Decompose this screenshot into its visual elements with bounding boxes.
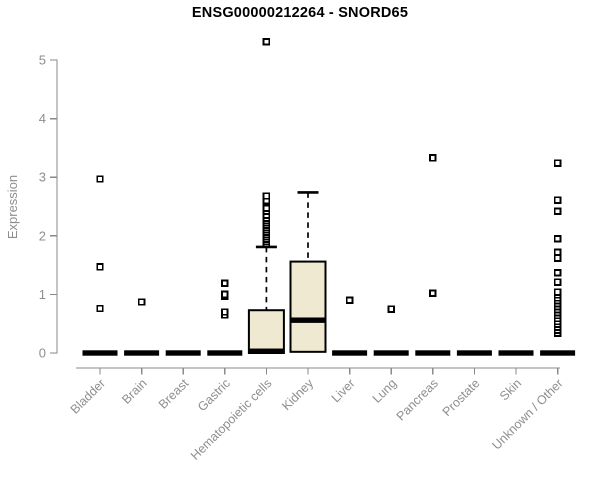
x-tick-label: Kidney <box>279 376 316 413</box>
collapsed-box-bar <box>498 350 534 356</box>
outlier-point <box>262 204 271 212</box>
x-tick-label: Pancreas <box>394 376 441 423</box>
y-tick-label: 1 <box>39 287 46 302</box>
x-tick-label: Lung <box>370 376 400 406</box>
y-tick-label: 2 <box>39 228 46 243</box>
y-tick-label: 5 <box>39 53 46 68</box>
outlier-point <box>553 207 562 215</box>
outlier-point <box>429 289 437 297</box>
chart-title: ENSG00000212264 - SNORD65 <box>191 5 409 21</box>
outlier-point <box>221 290 229 299</box>
median-line <box>290 317 326 323</box>
collapsed-box-bar <box>124 350 160 356</box>
collapsed-box-bar <box>332 350 368 356</box>
outlier-point <box>345 296 354 304</box>
outlier-point <box>262 38 271 46</box>
median-line <box>248 348 284 354</box>
collapsed-box-bar <box>207 350 243 356</box>
outlier-point <box>553 288 562 296</box>
outlier-point <box>553 235 562 243</box>
outlier-point <box>429 154 437 162</box>
collapsed-box-bar <box>415 350 451 356</box>
y-tick-label: 0 <box>39 346 46 361</box>
outlier-point <box>553 159 562 167</box>
outlier-point <box>221 308 229 316</box>
y-tick-label: 3 <box>39 170 46 185</box>
outlier-point <box>221 279 229 287</box>
collapsed-box-bar <box>165 350 201 356</box>
x-tick-label: Breast <box>156 376 192 412</box>
collapsed-box-bar <box>82 350 118 356</box>
outlier-point <box>96 304 104 313</box>
outlier-point <box>553 196 562 204</box>
outlier-point <box>553 269 562 277</box>
x-tick-label: Unknown / Other <box>489 376 565 452</box>
collapsed-box-bar <box>373 350 409 356</box>
outlier-point <box>96 263 104 271</box>
outlier-point <box>553 278 562 286</box>
box <box>247 309 285 354</box>
outlier-point <box>387 305 395 313</box>
outlier-point <box>553 248 562 256</box>
outlier-point <box>96 175 104 183</box>
collapsed-box-bar <box>540 350 576 356</box>
outlier-point <box>553 254 562 262</box>
outlier-point <box>137 298 146 306</box>
collapsed-box-bar <box>456 350 492 356</box>
outlier-point <box>262 192 271 200</box>
x-tick-label: Skin <box>497 376 524 403</box>
x-tick-label: Gastric <box>195 376 233 414</box>
x-tick-label: Bladder <box>68 376 108 416</box>
x-tick-label: Brain <box>119 376 150 407</box>
box <box>289 260 327 353</box>
x-tick-label: Prostate <box>440 376 483 419</box>
y-tick-label: 4 <box>39 111 46 126</box>
x-tick-label: Liver <box>329 376 358 405</box>
x-tick-label: Hematopoietic cells <box>188 376 275 463</box>
